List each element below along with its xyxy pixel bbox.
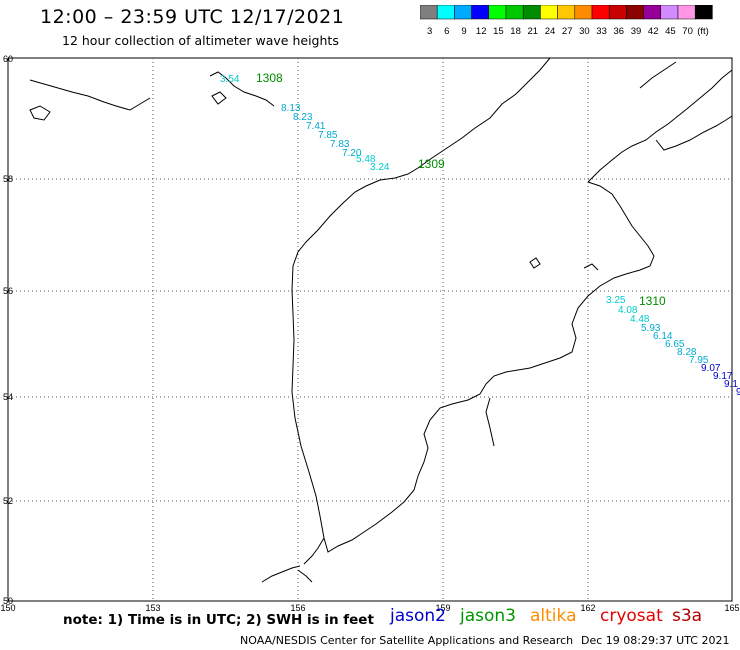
kamchatka-tip [303,537,325,565]
northeast-inlet [655,115,733,151]
longitude-tick-label: 159 [435,603,450,613]
scale-tick-label: 24 [545,26,556,37]
kamchatka-east-detail [485,397,495,447]
wave-height-value: 7.83 [330,139,350,150]
scale-tick-label: 39 [631,26,642,37]
wave-height-value: 7.20 [342,148,362,159]
wave-height-value: 7.95 [689,355,709,366]
scale-tick-label: 6 [444,26,449,37]
scale-tick-label: 9 [461,26,466,37]
longitude-labels: 150 153 156 159 162 165 [0,603,739,613]
scale-tick-label: 21 [528,26,539,37]
wave-height-value: 7.41 [306,121,326,132]
scale-tick-label: 70 [682,26,693,37]
wave-height-value: 9 [736,387,740,398]
generated-timestamp: Dec 19 08:29:37 UTC 2021 [581,634,730,647]
okhotsk-islands [29,79,151,111]
north-coast-east [639,61,677,89]
scale-tick-label: 42 [648,26,659,37]
wave-height-value: 9.17 [713,371,733,382]
latitude-tick-label: 52 [3,496,13,506]
wave-height-value: 9.07 [701,363,721,374]
scale-tick-label: 45 [665,26,676,37]
wave-height-value: 7.85 [318,130,338,141]
latitude-tick-label: 60 [3,54,13,64]
wave-height-value: 5.93 [641,323,661,334]
footnote: note: 1) Time is in UTC; 2) SWH is in fe… [63,612,374,628]
okhotsk-coast-west [29,105,51,121]
latitude-tick-label: 58 [3,174,13,184]
wave-height-value: 8.13 [281,103,301,114]
credit-line: NOAA/NESDIS Center for Satellite Applica… [240,634,574,647]
wave-height-value: 4.08 [618,305,638,316]
color-scale-legend: 3 6 9 12 15 18 21 24 27 30 33 36 39 42 45 70 (ft) [420,5,713,37]
wave-height-value: 3.54 [220,74,240,85]
graticule [8,58,732,601]
wave-height-value: 8.28 [677,347,697,358]
latitude-labels: 60 58 56 54 52 50 [3,54,13,606]
commander-island [529,257,541,269]
kuril-island-2 [297,569,313,583]
satellite-legend-cryosat: cryosat [600,606,663,626]
altimeter-passes: 3.54 1308 8.138.237.417.857.837.205.483.24… [220,71,740,398]
scale-unit-label: (ft) [697,26,709,37]
coastline [29,57,733,583]
longitude-tick-label: 150 [0,603,15,613]
scale-tick-label: 27 [562,26,573,37]
pass-time-label: 1310 [639,294,666,308]
scale-tick-label: 33 [596,26,607,37]
longitude-tick-label: 162 [580,603,595,613]
kuril-island-1 [261,565,301,583]
wave-height-value: 4.48 [630,314,650,325]
northeast-coast [587,69,733,183]
longitude-tick-label: 165 [724,603,739,613]
wave-height-value: 9.1 [724,379,738,390]
satellite-legend-s3a: s3a [672,606,703,626]
latitude-tick-label: 54 [3,392,13,402]
longitude-tick-label: 153 [145,603,160,613]
kamchatka-coast [379,57,551,181]
wave-height-value: 3.25 [606,295,626,306]
map-frame [7,57,733,602]
kamchatka-west-coast [291,179,655,553]
satellite-legend-altika: altika [530,606,577,626]
satellite-legend-jason3: jason3 [460,606,516,626]
wave-height-value: 6.65 [665,339,685,350]
okhotsk-small-isle [211,91,227,105]
wave-height-value: 8.23 [293,112,313,123]
latitude-tick-label: 50 [3,596,13,606]
satellite-legend-jason2: jason2 [390,606,446,626]
wave-height-value: 5.48 [356,154,376,165]
wave-height-value: 6.14 [653,331,673,342]
pass-time-label: 1309 [418,157,445,171]
scale-tick-label: 3 [427,26,432,37]
longitude-tick-label: 156 [290,603,305,613]
commander-island-2 [583,263,599,271]
scale-tick-label: 30 [579,26,590,37]
scale-tick-label: 18 [510,26,521,37]
scale-tick-label: 12 [476,26,487,37]
wave-height-value: 3.24 [370,162,390,173]
scale-tick-label: 36 [614,26,625,37]
scale-tick-label: 15 [493,26,504,37]
chart-title: 12:00 – 23:59 UTC 12/17/2021 [40,6,345,28]
latitude-tick-label: 56 [3,286,13,296]
pass-time-label: 1308 [256,71,283,85]
chart-subtitle: 12 hour collection of altimeter wave hei… [62,33,339,48]
okhotsk-north-coast [209,71,275,107]
scale-swatch [694,5,713,20]
